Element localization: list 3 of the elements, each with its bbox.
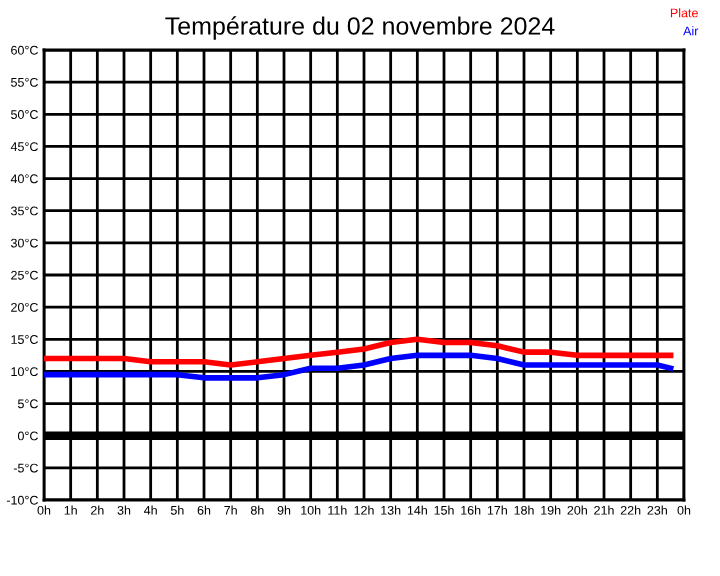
chart-title: Température du 02 novembre 2024 [165, 16, 555, 40]
line-series [44, 336, 674, 368]
line-series [44, 352, 674, 381]
